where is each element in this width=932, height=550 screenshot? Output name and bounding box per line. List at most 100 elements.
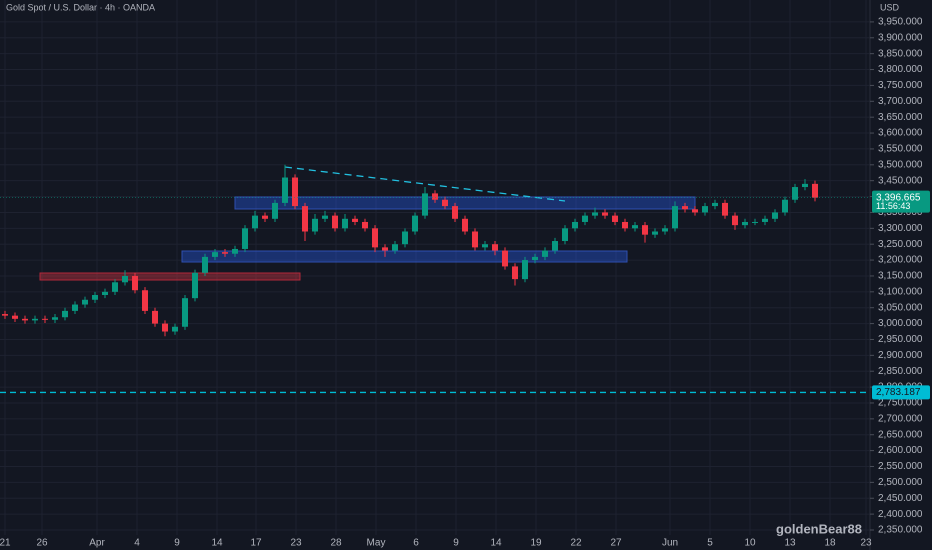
watermark: goldenBear88 [776, 521, 862, 536]
candle-body [552, 241, 558, 251]
candle-body [12, 315, 18, 319]
candle-body [422, 193, 428, 216]
x-tick-label: Jun [662, 538, 678, 549]
candle-body [502, 250, 508, 267]
x-tick-label: 17 [250, 538, 262, 549]
candle-body [62, 310, 68, 318]
candle-body [52, 317, 58, 320]
candle-body [392, 244, 398, 251]
x-tick-label: 10 [744, 538, 756, 549]
candle-body [712, 202, 718, 207]
x-tick-label: 9 [174, 538, 180, 549]
candle-body [782, 199, 788, 213]
candle-body [292, 177, 298, 207]
candle-body [72, 304, 78, 311]
current-price-box [872, 190, 930, 213]
x-tick-label: 21 [0, 538, 11, 549]
x-tick-label: May [367, 538, 386, 549]
y-tick-label: 3,950.000 [878, 17, 923, 28]
y-tick-label: 2,700.000 [878, 413, 923, 424]
y-tick-label: 2,450.000 [878, 493, 923, 504]
candle-body [142, 290, 148, 311]
candle-body [752, 221, 758, 223]
y-tick-label: 2,550.000 [878, 461, 923, 472]
candle-body [92, 295, 98, 300]
chart-title: Gold Spot / U.S. Dollar · 4h · OANDA [6, 2, 155, 12]
candle-body [122, 275, 128, 283]
candle-body [112, 282, 118, 292]
y-tick-label: 2,950.000 [878, 334, 923, 345]
y-tick-label: 2,650.000 [878, 429, 923, 440]
candle-body [812, 183, 818, 198]
candle-body [532, 256, 538, 261]
x-tick-label: 5 [707, 538, 713, 549]
y-tick-label: 3,500.000 [878, 159, 923, 170]
candle-body [282, 177, 288, 203]
y-tick-label: 3,300.000 [878, 223, 923, 234]
candle-body [612, 215, 618, 222]
candle-body [792, 187, 798, 200]
candle-body [302, 206, 308, 232]
candle-body [82, 299, 88, 305]
y-tick-label: 2,500.000 [878, 477, 923, 488]
y-tick-label: 3,700.000 [878, 96, 923, 107]
y-tick-label: 3,600.000 [878, 128, 923, 139]
candle-body [452, 206, 458, 219]
candle-body [172, 326, 178, 332]
candle-body [642, 225, 648, 235]
candle-body [682, 206, 688, 210]
y-tick-label: 2,600.000 [878, 445, 923, 456]
candle-body [232, 248, 238, 254]
candle-body [342, 218, 348, 229]
candle-body [432, 193, 438, 200]
y-tick-label: 2,400.000 [878, 509, 923, 520]
candles [2, 164, 818, 337]
candle-body [692, 209, 698, 213]
candle-body [272, 202, 278, 219]
candle-body [262, 215, 268, 219]
candle-body [472, 231, 478, 248]
candle-body [182, 298, 188, 327]
candle-body [322, 215, 328, 219]
x-tick-label: 18 [824, 538, 836, 549]
resistance-zone [234, 196, 696, 210]
x-tick-label: 14 [211, 538, 223, 549]
candle-body [722, 202, 728, 216]
candle-body [162, 323, 168, 332]
y-tick-label: 3,250.000 [878, 239, 923, 250]
candle-body [362, 221, 368, 229]
y-tick-label: 3,000.000 [878, 318, 923, 329]
current-price-label: 3,396.665 [876, 192, 921, 203]
candle-body [102, 291, 108, 296]
y-tick-label: 3,450.000 [878, 175, 923, 186]
x-tick-label: 26 [36, 538, 48, 549]
candle-body [222, 252, 228, 254]
candle-body [772, 212, 778, 219]
y-tick-label: 3,550.000 [878, 144, 923, 155]
y-tick-label: 2,850.000 [878, 366, 923, 377]
x-tick-label: 27 [610, 538, 622, 549]
candle-body [512, 266, 518, 280]
x-tick-label: 9 [453, 538, 459, 549]
x-tick-label: 4 [134, 538, 140, 549]
y-tick-label: 3,750.000 [878, 80, 923, 91]
y-tick-label: 3,850.000 [878, 48, 923, 59]
level-label: 2,783.187 [876, 387, 921, 398]
candle-body [352, 218, 358, 222]
candle-body [482, 244, 488, 248]
candle-body [212, 252, 218, 257]
x-tick-label: 19 [530, 538, 542, 549]
x-tick-label: 14 [490, 538, 502, 549]
candle-body [802, 183, 808, 188]
x-tick-label: 23 [860, 538, 872, 549]
y-tick-label: 3,050.000 [878, 302, 923, 313]
candle-body [242, 228, 248, 249]
y-tick-label: 2,750.000 [878, 398, 923, 409]
y-tick-label: 3,800.000 [878, 64, 923, 75]
candle-body [312, 218, 318, 232]
candle-body [132, 275, 138, 291]
candle-body [592, 212, 598, 216]
